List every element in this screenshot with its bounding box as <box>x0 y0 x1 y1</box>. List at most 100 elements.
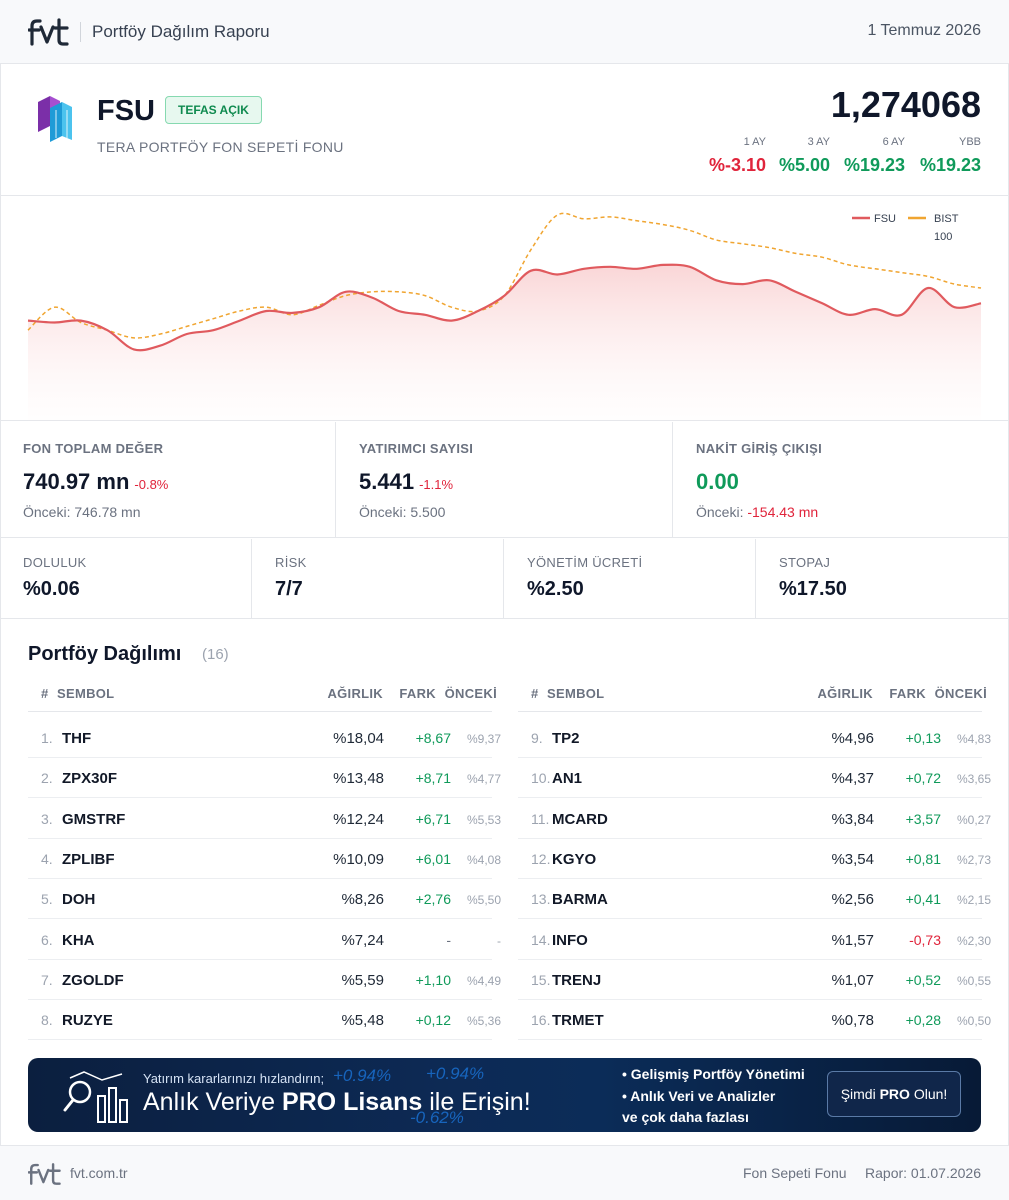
row-index: 2. <box>41 770 53 787</box>
row-previous: %0,50 <box>956 1014 991 1029</box>
period-label-3m: 3 AY <box>807 136 830 148</box>
stat-divider <box>503 539 504 619</box>
row-diff: -0,73 <box>909 931 941 948</box>
row-diff: +0,28 <box>905 1012 941 1029</box>
table-row[interactable]: 13. BARMA %2,56 +0,41 %2,15 <box>518 879 991 920</box>
row-symbol: AN1 <box>552 770 583 788</box>
stat-divider <box>755 539 756 619</box>
table-row[interactable]: 6. KHA %7,24 - - <box>28 920 501 960</box>
row-previous: %9,37 <box>466 732 501 746</box>
get-pro-button[interactable]: Şimdi PRO Olun! <box>827 1071 961 1117</box>
table-row[interactable]: 16. TRMET %0,78 +0,28 %0,50 <box>518 1000 991 1041</box>
row-symbol: GMSTRF <box>62 810 126 828</box>
chart-legend: FSU BIST 100 <box>852 213 959 243</box>
cta-bold: PRO <box>879 1086 910 1102</box>
row-diff: +3,57 <box>905 810 941 827</box>
row-symbol: TP2 <box>552 730 580 747</box>
banner-feature: • Anlık Veri ve Analizler <box>622 1088 776 1104</box>
analytics-chart-icon <box>63 1071 128 1123</box>
tefas-status-badge: TEFAS AÇIK <box>165 96 262 124</box>
fund-header: FSU TEFAS AÇIK TERA PORTFÖY FON SEPETİ F… <box>0 64 1009 196</box>
banner-feature: ve çok daha fazlası <box>622 1109 749 1125</box>
row-symbol: RUZYE <box>62 1012 113 1030</box>
header-num: # <box>41 686 49 701</box>
row-symbol: THF <box>62 730 92 747</box>
stat-occupancy: DOLULUK %0.06 <box>0 539 251 619</box>
stat-investors: YATIRIMCI SAYISI 5.441 -1.1% Önceki: 5.50… <box>336 422 672 538</box>
row-symbol: ZPLIBF <box>62 850 115 868</box>
stat-risk: RİSK 7/7 <box>252 539 503 619</box>
row-weight: %1,07 <box>831 971 874 989</box>
row-diff: +0,13 <box>905 730 941 746</box>
stat-cash-flow: NAKİT GİRİŞ ÇIKIŞI 0.00 Önceki: -154.43 … <box>673 422 1009 538</box>
banner-headline: Anlık Veriye PRO Lisans ile Erişin! <box>143 1088 531 1117</box>
row-symbol: INFO <box>552 931 588 949</box>
row-symbol: ZPX30F <box>62 770 118 788</box>
row-diff: +8,71 <box>415 770 451 787</box>
row-diff: +0,41 <box>905 891 941 908</box>
banner-bg-number: +0.94% <box>426 1064 485 1083</box>
row-symbol: ZGOLDF <box>62 971 124 989</box>
row-diff: +1,10 <box>415 971 451 988</box>
period-label-ytd: YBB <box>958 136 981 148</box>
header-prev: ÖNCEKİ <box>934 686 987 701</box>
banner-headline-post: ile Erişin! <box>422 1088 531 1116</box>
stat-divider <box>672 422 673 538</box>
table-row[interactable]: 3. GMSTRF %12,24 +6,71 %5,53 <box>28 799 501 839</box>
row-previous: - <box>497 933 501 948</box>
cash-flow-amount: 0.00 <box>696 469 739 494</box>
row-index: 5. <box>41 891 53 908</box>
table-row[interactable]: 14. INFO %1,57 -0,73 %2,30 <box>518 920 991 960</box>
fvt-logo-icon <box>28 18 69 46</box>
stat-value: 5.441 -1.1% <box>359 469 453 495</box>
table-row[interactable]: 15. TRENJ %1,07 +0,52 %0,55 <box>518 960 991 1000</box>
header-weight: AĞIRLIK <box>817 686 873 701</box>
row-index: 6. <box>41 931 53 948</box>
table-row[interactable]: 12. KGYO %3,54 +0,81 %2,73 <box>518 839 991 879</box>
footer: fvt.com.tr Fon Sepeti Fonu Rapor: 01.07.… <box>0 1145 1009 1200</box>
row-diff: +2,76 <box>415 891 451 908</box>
row-weight: %1,57 <box>831 931 874 949</box>
fund-logo-icon <box>38 96 72 142</box>
series-area-fsu <box>28 264 981 421</box>
legend-label-bist-line1: BIST <box>934 213 959 225</box>
pro-license-banner[interactable]: +0.94% +0.94% -0.62% Yatırım kararlarını… <box>28 1058 981 1132</box>
report-date: 1 Temmuz 2026 <box>867 22 981 39</box>
table-row[interactable]: 10. AN1 %4,37 +0,72 %3,65 <box>518 758 991 799</box>
table-row[interactable]: 2. ZPX30F %13,48 +8,71 %4,77 <box>28 758 501 799</box>
row-previous: %4,08 <box>466 852 501 867</box>
footer-site-link[interactable]: fvt.com.tr <box>70 1165 128 1181</box>
row-previous: %2,15 <box>956 893 991 908</box>
portfolio-title: Portföy Dağılımı <box>28 643 182 665</box>
investors-amount: 5.441 <box>359 469 415 494</box>
row-weight: %3,54 <box>831 850 874 868</box>
table-row[interactable]: 1. THF %18,04 +8,67 %9,37 <box>28 718 501 758</box>
row-weight: %2,56 <box>831 891 874 909</box>
header-prev: ÖNCEKİ <box>444 686 497 701</box>
table-row[interactable]: 8. RUZYE %5,48 +0,12 %5,36 <box>28 1000 501 1041</box>
row-weight: %4,96 <box>831 730 874 747</box>
stat-label: DOLULUK <box>23 555 87 570</box>
row-weight: %13,48 <box>333 770 384 788</box>
table-row[interactable]: 9. TP2 %4,96 +0,13 %4,83 <box>518 718 991 758</box>
stat-value: %2.50 <box>527 578 584 600</box>
table-row[interactable]: 4. ZPLIBF %10,09 +6,01 %4,08 <box>28 839 501 879</box>
series-line-bist100 <box>27 212 982 339</box>
stat-value: 7/7 <box>275 578 303 600</box>
table-row[interactable]: 5. DOH %8,26 +2,76 %5,50 <box>28 879 501 920</box>
header-weight: AĞIRLIK <box>327 686 383 701</box>
cta-post: Olun! <box>909 1086 948 1102</box>
row-diff: +0,12 <box>415 1012 451 1029</box>
table-header: # SEMBOL AĞIRLIK FARK ÖNCEKİ <box>518 676 987 712</box>
row-previous: %5,36 <box>466 1014 501 1029</box>
row-symbol: TRMET <box>552 1012 604 1030</box>
row-symbol: MCARD <box>552 810 608 828</box>
legend-label-bist-line2: 100 <box>934 231 952 243</box>
stat-label: NAKİT GİRİŞ ÇIKIŞI <box>696 441 823 456</box>
row-previous: %4,83 <box>956 732 991 746</box>
table-row[interactable]: 7. ZGOLDF %5,59 +1,10 %4,49 <box>28 960 501 1000</box>
legend-label-fsu: FSU <box>874 213 896 225</box>
table-row[interactable]: 11. MCARD %3,84 +3,57 %0,27 <box>518 799 991 839</box>
row-weight: %18,04 <box>333 730 384 747</box>
stat-previous: Önceki: 746.78 mn <box>23 504 141 520</box>
